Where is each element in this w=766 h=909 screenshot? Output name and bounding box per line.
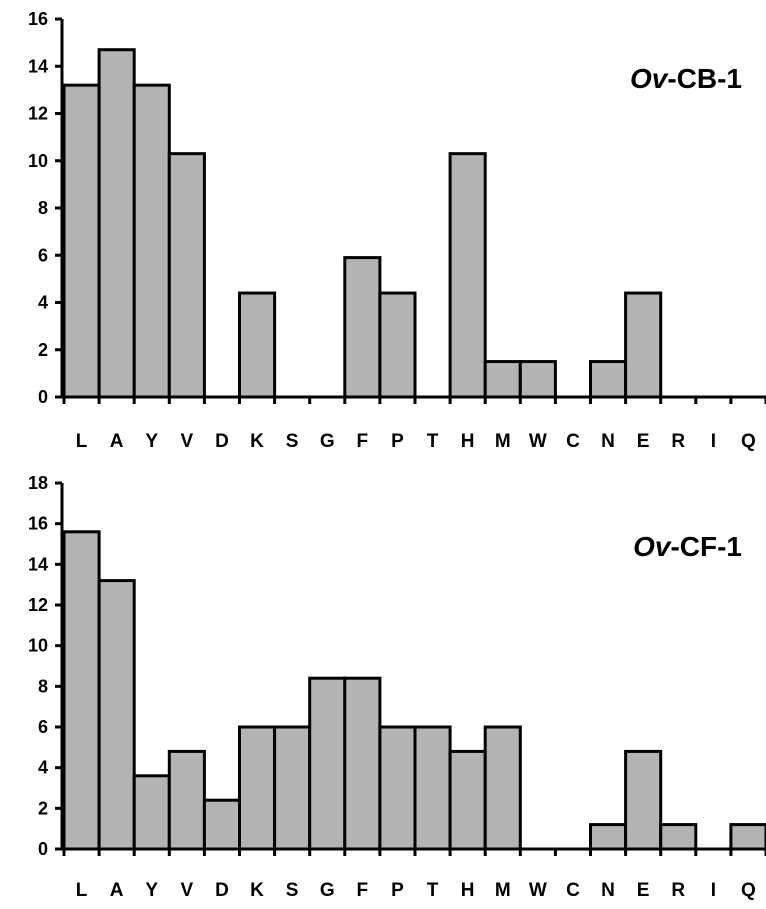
bar-P: [378, 291, 417, 399]
y-tick-label: 0: [38, 839, 48, 859]
x-tick-label-S: S: [286, 431, 299, 452]
bar-S: [273, 725, 312, 851]
y-tick-label: 14: [28, 56, 48, 76]
bar-H: [448, 152, 487, 399]
x-tick-label-C: C: [566, 431, 580, 452]
y-tick-label: 10: [28, 151, 48, 171]
panel-title-italic: Ov: [633, 531, 672, 562]
x-tick-label-S: S: [286, 880, 299, 901]
x-tick-label-T: T: [427, 431, 439, 452]
x-tick-label-F: F: [357, 880, 369, 901]
y-tick-label: 8: [38, 676, 48, 696]
bar-A: [97, 579, 136, 851]
x-tick-label-A: A: [110, 880, 124, 901]
y-tick-label: 12: [28, 104, 48, 124]
x-tick-label-A: A: [110, 431, 124, 452]
bar-M: [483, 360, 522, 399]
bar-V: [167, 152, 206, 399]
y-tick-label: 4: [38, 758, 48, 778]
x-tick-label-C: C: [566, 880, 580, 901]
x-tick-label-K: K: [250, 431, 264, 452]
bar-R: [659, 823, 698, 851]
panel-title-rest: -CB-1: [667, 63, 742, 94]
x-tick-label-M: M: [495, 880, 511, 901]
y-tick-label: 2: [38, 340, 48, 360]
x-tick-label-K: K: [250, 880, 264, 901]
x-tick-label-R: R: [671, 880, 685, 901]
x-tick-label-N: N: [601, 880, 615, 901]
x-tick-label-I: I: [711, 880, 716, 901]
y-tick-label: 18: [28, 473, 48, 493]
x-tick-label-L: L: [76, 431, 88, 452]
x-tick-label-V: V: [181, 880, 194, 901]
bar-E: [624, 291, 663, 399]
bar-A: [97, 48, 136, 399]
x-tick-label-W: W: [529, 880, 547, 901]
y-tick-label: 10: [28, 636, 48, 656]
bar-V: [167, 749, 206, 851]
y-tick-label: 6: [38, 245, 48, 265]
x-tick-label-H: H: [461, 431, 475, 452]
x-tick-label-G: G: [320, 880, 335, 901]
x-tick-label-D: D: [215, 431, 229, 452]
x-tick-label-D: D: [215, 880, 229, 901]
bar-D: [202, 798, 241, 851]
bar-Q: [729, 823, 766, 851]
panel-title: Ov-CF-1: [633, 531, 742, 562]
x-tick-label-P: P: [391, 880, 404, 901]
bar-N: [589, 823, 628, 851]
x-tick-label-L: L: [76, 880, 88, 901]
x-tick-label-Q: Q: [741, 880, 756, 901]
panel-title: Ov-CB-1: [630, 63, 742, 94]
bar-F: [343, 256, 382, 399]
bar-P: [378, 725, 417, 851]
x-tick-label-M: M: [495, 431, 511, 452]
bar-Y: [132, 83, 171, 399]
y-tick-label: 2: [38, 798, 48, 818]
y-tick-label: 4: [38, 293, 48, 313]
y-tick-label: 14: [28, 554, 48, 574]
x-tick-label-F: F: [357, 431, 369, 452]
x-tick-label-P: P: [391, 431, 404, 452]
bar-L: [62, 530, 101, 851]
x-tick-label-W: W: [529, 431, 547, 452]
y-tick-label: 12: [28, 595, 48, 615]
x-tick-label-H: H: [461, 880, 475, 901]
bar-M: [483, 725, 522, 851]
x-tick-label-T: T: [427, 880, 439, 901]
x-tick-label-Y: Y: [145, 880, 158, 901]
chart-panel-ov-cb-1: 0 2 4 6 8 10 12 14 16 L A Y V D K S G F P T H M W C N E R I Q Ov-CB-1: [28, 9, 766, 452]
panel-title-italic: Ov: [630, 63, 669, 94]
x-tick-label-N: N: [601, 431, 615, 452]
bar-E: [624, 749, 663, 851]
bar-T: [413, 725, 452, 851]
x-tick-label-R: R: [671, 431, 685, 452]
bar-L: [62, 83, 101, 399]
bar-H: [448, 749, 487, 851]
x-tick-label-V: V: [181, 431, 194, 452]
bar-G: [308, 676, 347, 851]
bar-K: [238, 725, 277, 851]
x-tick-label-G: G: [320, 431, 335, 452]
bar-F: [343, 676, 382, 851]
chart-panel-ov-cf-1: 0 2 4 6 8 10 12 14 16 18 L A Y V D K S G F P T H M W C N E R I Q Ov-CF…: [28, 473, 766, 901]
y-tick-label: 0: [38, 387, 48, 407]
bar-K: [238, 291, 277, 399]
x-tick-label-Y: Y: [145, 431, 158, 452]
y-tick-label: 16: [28, 9, 48, 29]
panel-title-rest: -CF-1: [670, 531, 742, 562]
bar-Y: [132, 774, 171, 851]
y-tick-label: 6: [38, 717, 48, 737]
x-tick-label-E: E: [637, 880, 650, 901]
x-tick-label-I: I: [711, 431, 716, 452]
x-tick-label-Q: Q: [741, 431, 756, 452]
x-tick-label-E: E: [637, 431, 650, 452]
bar-W: [518, 360, 557, 399]
y-tick-label: 16: [28, 514, 48, 534]
y-tick-label: 8: [38, 198, 48, 218]
bar-N: [589, 360, 628, 399]
